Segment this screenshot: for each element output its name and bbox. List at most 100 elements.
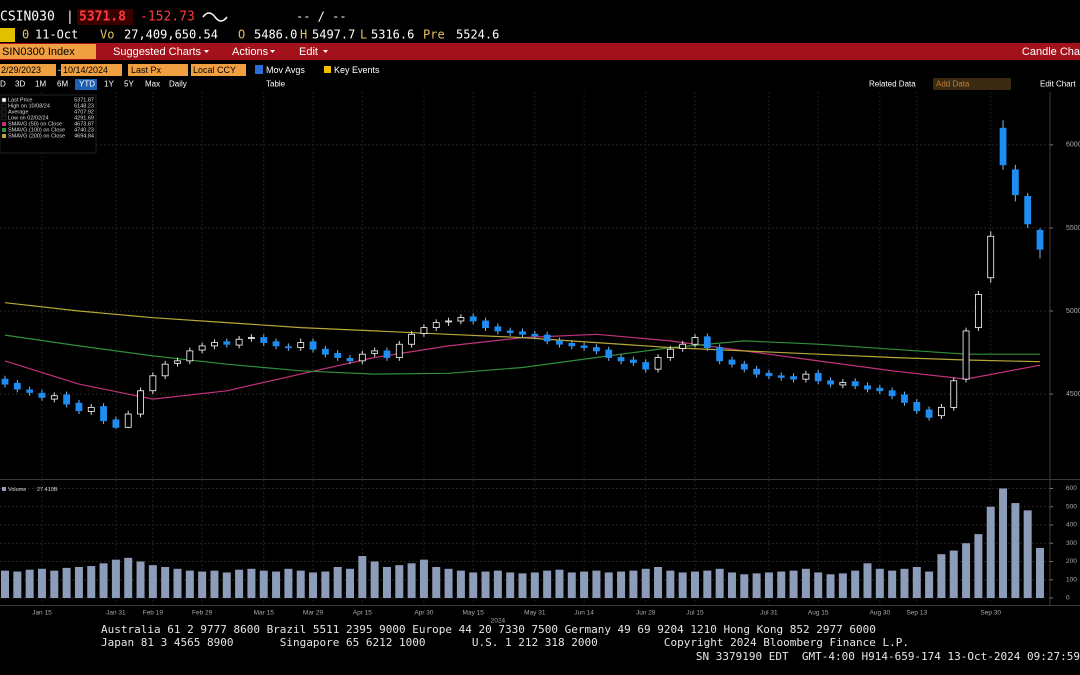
mov-avgs[interactable]: Mov Avgs: [266, 65, 305, 75]
period-button[interactable]: YTD: [79, 80, 95, 89]
field-box[interactable]: [128, 64, 188, 76]
candle-body: [605, 349, 613, 358]
legend-label: Last Price: [8, 97, 32, 103]
volume-bar: [1, 570, 9, 598]
currency-box[interactable]: [191, 64, 246, 76]
legend-value: 4707.92: [74, 109, 94, 115]
x-tick-label: Sep 13: [906, 610, 927, 617]
candle-body: [777, 375, 785, 378]
volume-bar: [87, 566, 96, 598]
legend-swatch: [2, 487, 6, 491]
volume-bar: [37, 568, 46, 598]
quote-row: 0 11-Oct Vo 27,409,650.54 O 5486.0 H 5497.7 L 531…: [22, 28, 499, 42]
x-tick-label: May 31: [524, 610, 546, 617]
candle-body: [260, 337, 268, 343]
candle-body: [531, 333, 539, 337]
plot-area: [0, 92, 1080, 605]
candle-body: [580, 345, 588, 348]
legend-value: 5371.87: [74, 97, 94, 103]
start-date: 2/29/2023: [1, 65, 41, 75]
menu-item[interactable]: Edit: [299, 46, 318, 58]
period-button[interactable]: 1Y: [104, 80, 114, 89]
start-box[interactable]: [0, 64, 56, 76]
volume-bar: [272, 571, 281, 598]
end-date: 10/14/2024: [63, 65, 108, 75]
period-button[interactable]: 5Y: [124, 80, 134, 89]
y-tick-label: 5000: [1066, 308, 1080, 315]
security-box[interactable]: [0, 44, 96, 59]
volume-bar: [210, 570, 219, 598]
candle-body: [445, 320, 452, 323]
quote-label: Pre: [423, 28, 445, 42]
chart-type[interactable]: Candle Cha: [1022, 46, 1080, 58]
period-button[interactable]: Daily: [169, 80, 187, 89]
key-events-check[interactable]: [324, 66, 331, 73]
yellow-key[interactable]: [0, 28, 15, 42]
candle-body: [654, 357, 662, 370]
legend-value: 4694.84: [74, 133, 94, 139]
candle-body: [432, 322, 440, 329]
candle-body: [765, 372, 773, 377]
candle-body: [642, 362, 650, 370]
candle-body: [802, 373, 810, 380]
volume-bar: [247, 568, 256, 598]
quote-label: O: [238, 28, 245, 42]
volume-bar: [432, 566, 441, 598]
candle-body: [75, 402, 83, 412]
tool-button[interactable]: Edit Chart: [1040, 80, 1076, 89]
key-events[interactable]: Key Events: [334, 65, 380, 75]
candle-body: [1, 378, 9, 385]
x-tick-label: Mar 29: [303, 610, 324, 617]
footer-line: Japan 81 3 4565 8900 Singapore 65 6212 1…: [101, 636, 909, 649]
period-button[interactable]: D: [0, 80, 6, 89]
period-button[interactable]: Table: [266, 80, 286, 89]
period-button[interactable]: Max: [145, 80, 160, 89]
candle-body: [383, 350, 391, 358]
x-tick-label: Jan 15: [32, 610, 52, 617]
tool-button[interactable]: Add Data: [936, 80, 970, 89]
legend-swatch: [2, 134, 6, 138]
volume-bar: [715, 568, 724, 598]
candle-body: [272, 341, 280, 347]
period-button[interactable]: 3D: [15, 80, 25, 89]
y-tick-label: 200: [1066, 558, 1077, 565]
volume-bar: [1036, 547, 1044, 598]
candle-body: [974, 293, 982, 329]
x-tick-label: Apr 15: [353, 610, 373, 617]
candle-body: [284, 346, 292, 349]
volume-bar: [346, 568, 354, 598]
legend-label: SMAVG (50) on Close: [8, 121, 62, 127]
mov-avgs-check[interactable]: [255, 65, 263, 74]
period-button[interactable]: 6M: [57, 80, 68, 89]
menu-item[interactable]: Actions: [232, 46, 269, 58]
volume-bar: [124, 557, 133, 598]
legend-value: 4673.87: [74, 121, 94, 127]
candle-body: [851, 381, 859, 387]
candle-body: [925, 409, 933, 418]
volume-bar: [395, 565, 404, 598]
candle-body: [1036, 229, 1044, 250]
volume-bar: [925, 571, 934, 598]
volume-bar: [617, 571, 626, 598]
y-tick-label: 600: [1066, 485, 1077, 492]
candle-body: [198, 345, 206, 351]
candle-body: [703, 336, 711, 348]
candle-body: [740, 363, 748, 370]
volume-bar: [654, 566, 663, 598]
candle-body: [174, 360, 181, 364]
y-tick-label: 6000: [1066, 142, 1080, 149]
volume-bar: [740, 574, 749, 598]
legend-label: Low on 02/02/24: [8, 115, 49, 121]
volume-bar: [962, 543, 971, 598]
x-tick-label: Aug 15: [808, 610, 829, 617]
tool-button[interactable]: Related Data: [869, 80, 916, 89]
candle-body: [395, 343, 403, 358]
legend-value: 4291.69: [74, 115, 94, 121]
candle-body: [962, 330, 970, 380]
period-button[interactable]: 1M: [35, 80, 46, 89]
x-tick-label: Feb 29: [192, 610, 213, 617]
end-box[interactable]: [61, 64, 122, 76]
volume-bar: [1011, 503, 1020, 598]
menu-item[interactable]: Suggested Charts: [113, 46, 202, 58]
volume-bar: [333, 566, 342, 598]
